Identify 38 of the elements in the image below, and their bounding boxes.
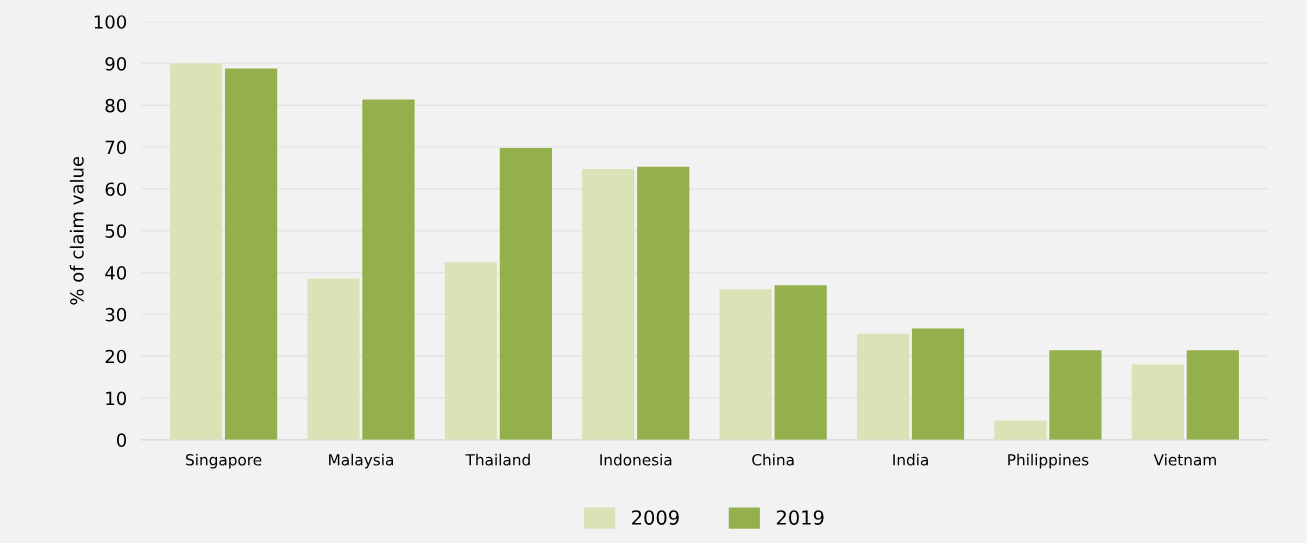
bar <box>307 278 360 440</box>
x-tick-label: Philippines <box>1008 453 1089 469</box>
bar <box>224 68 278 440</box>
bar <box>1049 350 1102 440</box>
bar <box>719 289 772 440</box>
y-axis-title: % of claim value <box>69 156 84 305</box>
x-tick-label: Thailand <box>465 453 530 466</box>
y-tick-label: 50 <box>105 224 127 238</box>
bar <box>774 285 827 440</box>
legend-label: 2019 <box>776 510 824 525</box>
x-tick-label: Vietnam <box>1153 453 1216 466</box>
x-tick-label: Malaysia <box>329 453 393 469</box>
x-tick-label: China <box>752 453 794 466</box>
bar <box>1131 364 1184 440</box>
y-tick-label: 80 <box>105 98 127 113</box>
bar <box>911 328 965 440</box>
bar <box>1186 350 1239 440</box>
x-tick-label: Indonesia <box>600 453 672 466</box>
y-tick-label: 100 <box>94 15 127 29</box>
y-tick-label: 10 <box>106 391 127 406</box>
bar <box>856 333 910 440</box>
bar <box>499 147 552 440</box>
bar <box>637 166 690 440</box>
y-tick-label: 20 <box>105 349 127 364</box>
bar <box>170 63 223 440</box>
x-tick-label: Singapore <box>186 453 262 469</box>
y-tick-label: 90 <box>105 56 127 71</box>
bar <box>582 168 635 440</box>
y-tick-label: 0 <box>116 433 127 447</box>
y-tick-label: 60 <box>105 182 127 197</box>
y-tick-label: 30 <box>105 307 127 322</box>
bar <box>444 262 498 440</box>
y-tick-label: 40 <box>105 266 127 280</box>
y-tick-label: 70 <box>105 140 127 155</box>
bar <box>362 99 415 440</box>
legend-label: 2009 <box>632 510 679 525</box>
bar <box>994 420 1047 440</box>
x-tick-label: India <box>893 453 928 466</box>
